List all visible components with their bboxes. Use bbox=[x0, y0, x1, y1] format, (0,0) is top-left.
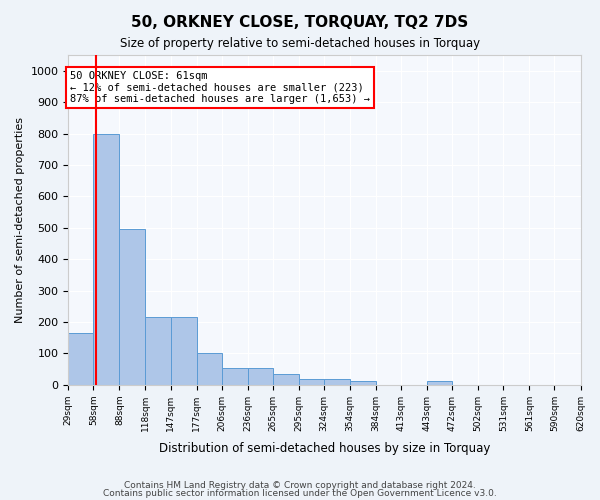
Text: 50 ORKNEY CLOSE: 61sqm
← 12% of semi-detached houses are smaller (223)
87% of se: 50 ORKNEY CLOSE: 61sqm ← 12% of semi-det… bbox=[70, 70, 370, 104]
Bar bbox=[170, 318, 197, 385]
Y-axis label: Number of semi-detached properties: Number of semi-detached properties bbox=[15, 117, 25, 323]
Bar bbox=[145, 318, 170, 385]
Bar bbox=[299, 378, 324, 385]
Bar bbox=[221, 368, 248, 385]
Bar bbox=[68, 333, 94, 385]
Bar bbox=[248, 368, 273, 385]
Bar bbox=[119, 230, 145, 385]
Bar bbox=[350, 381, 376, 385]
Text: 50, ORKNEY CLOSE, TORQUAY, TQ2 7DS: 50, ORKNEY CLOSE, TORQUAY, TQ2 7DS bbox=[131, 15, 469, 30]
Bar bbox=[94, 134, 119, 385]
Text: Contains HM Land Registry data © Crown copyright and database right 2024.: Contains HM Land Registry data © Crown c… bbox=[124, 481, 476, 490]
X-axis label: Distribution of semi-detached houses by size in Torquay: Distribution of semi-detached houses by … bbox=[159, 442, 490, 455]
Bar bbox=[324, 378, 350, 385]
Text: Size of property relative to semi-detached houses in Torquay: Size of property relative to semi-detach… bbox=[120, 38, 480, 51]
Text: Contains public sector information licensed under the Open Government Licence v3: Contains public sector information licen… bbox=[103, 488, 497, 498]
Bar bbox=[197, 354, 221, 385]
Bar bbox=[273, 374, 299, 385]
Bar bbox=[427, 381, 452, 385]
